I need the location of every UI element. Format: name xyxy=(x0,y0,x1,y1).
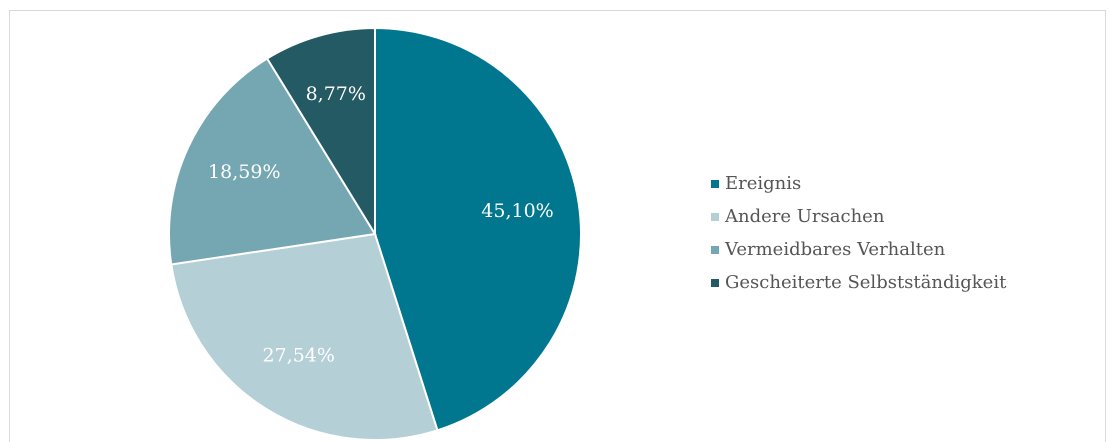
pie-slice xyxy=(170,232,439,441)
pie-slice xyxy=(168,57,377,266)
data-label: 18,59% xyxy=(208,161,280,183)
data-label: 45,10% xyxy=(481,200,553,222)
legend-swatch xyxy=(711,246,719,254)
data-label: 8,77% xyxy=(306,83,366,105)
legend-label: Gescheiterte Selbstständigkeit xyxy=(725,272,1007,293)
legend-swatch xyxy=(711,180,719,188)
legend-label: Vermeidbares Verhalten xyxy=(724,239,946,260)
legend-swatch xyxy=(711,213,719,221)
pie-slice xyxy=(265,26,376,238)
legend-label: Ereignis xyxy=(725,173,801,194)
pie-slice xyxy=(374,26,582,432)
legend-label: Andere Ursachen xyxy=(724,206,885,227)
legend-swatch xyxy=(711,279,719,287)
data-label: 27,54% xyxy=(263,344,335,366)
